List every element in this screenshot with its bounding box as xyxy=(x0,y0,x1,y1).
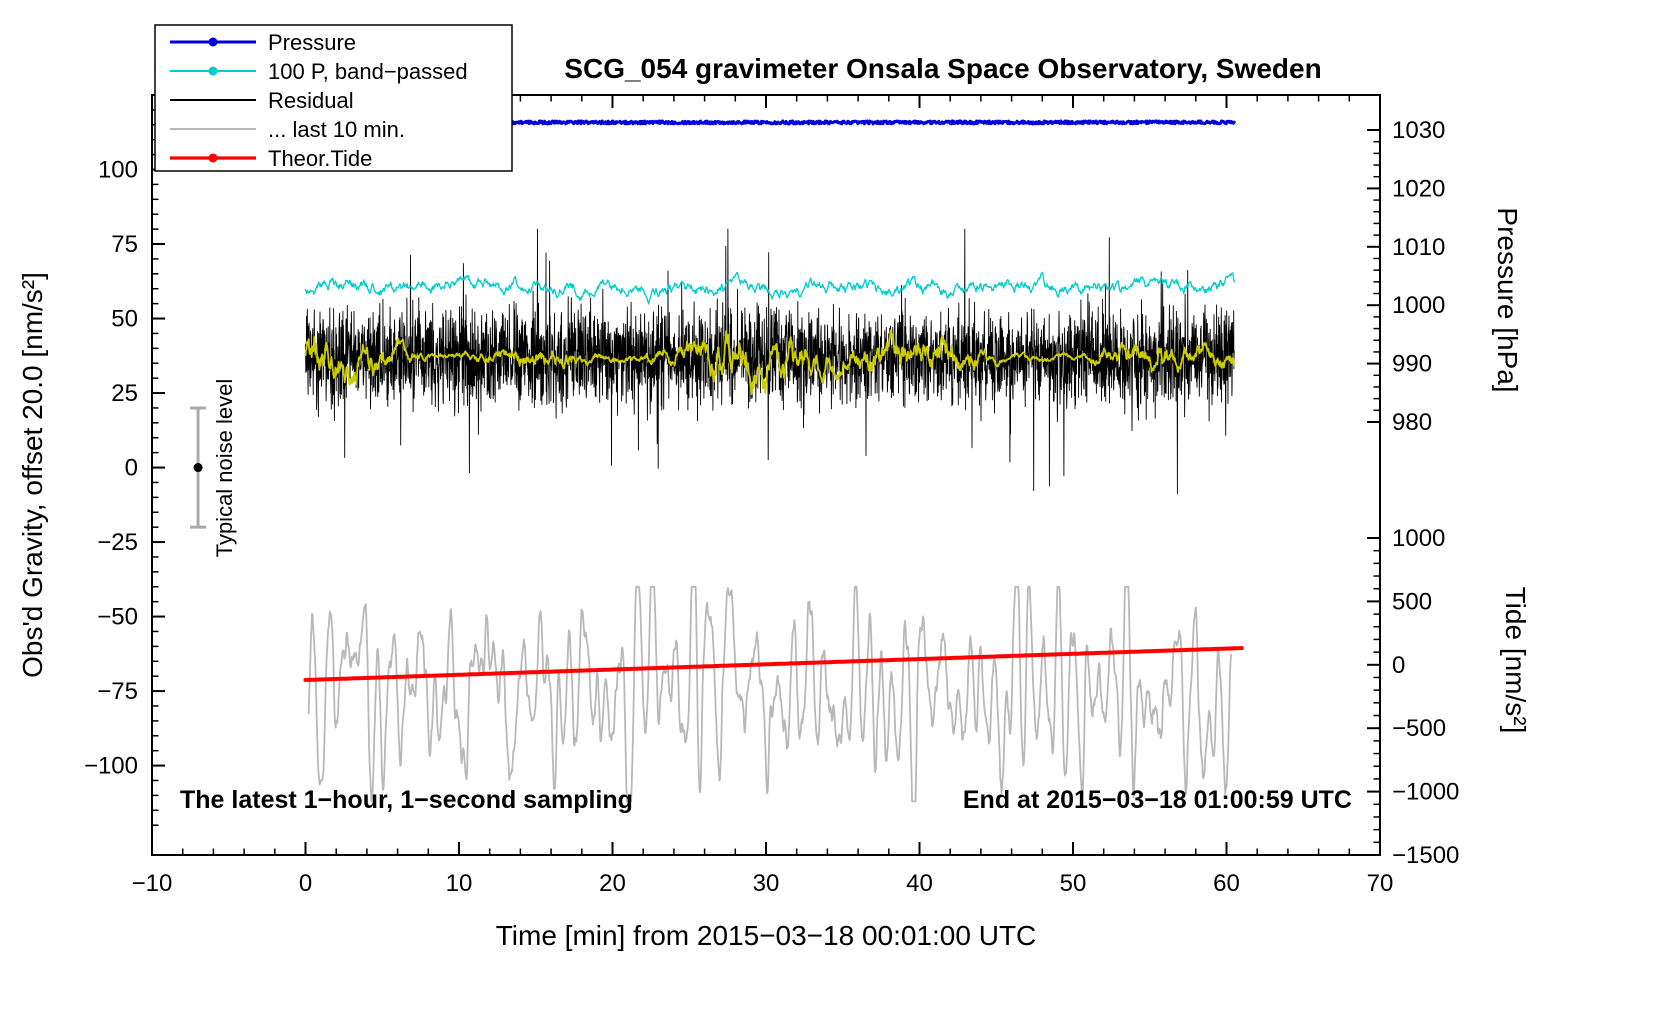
legend-marker-dot xyxy=(208,37,218,47)
legend-item-residual: Residual xyxy=(170,88,354,113)
tick-label: 990 xyxy=(1392,351,1432,378)
series-residual_smooth xyxy=(304,329,1236,395)
tick-label: 20 xyxy=(599,870,626,897)
series-band_passed xyxy=(304,271,1235,305)
noise-indicator xyxy=(190,406,207,529)
tick-label: 980 xyxy=(1392,409,1432,436)
tick-label: 1000 xyxy=(1392,525,1445,552)
tick-label: 1000 xyxy=(1392,292,1445,319)
noise-dot xyxy=(193,463,203,473)
legend-label: Residual xyxy=(268,88,354,113)
chart-title: SCG_054 gravimeter Onsala Space Observat… xyxy=(564,53,1321,84)
tick-label: −50 xyxy=(97,604,138,631)
legend-marker-dot xyxy=(208,66,218,76)
axes-layer: −10 0 10 20 30 40 50 60 701007550250−25−50−75−10… xyxy=(84,94,1459,897)
legend-item-tide: Theor.Tide xyxy=(170,146,372,171)
legend: Pressure 100 P, band−passed Residual ... la… xyxy=(154,24,513,172)
tick-label: 0 xyxy=(1392,652,1405,679)
tick-label: 30 xyxy=(753,870,780,897)
legend-label: 100 P, band−passed xyxy=(268,59,468,84)
end-time-annotation: End at 2015−03−18 01:00:59 UTC xyxy=(963,786,1352,814)
tick-label: 10 xyxy=(446,870,473,897)
tick-label: 75 xyxy=(111,231,138,258)
tide-axis-label: Tide [nm/s²] xyxy=(1500,587,1531,734)
legend-item-last10: ... last 10 min. xyxy=(170,117,405,142)
tick-label: 100 xyxy=(98,157,138,184)
tick-label: 50 xyxy=(1060,870,1087,897)
legend-item-band_passed: 100 P, band−passed xyxy=(170,59,468,84)
tick-label: −1000 xyxy=(1392,779,1459,806)
legend-label: Theor.Tide xyxy=(268,146,372,171)
series-last10 xyxy=(307,585,1232,803)
tick-label: 40 xyxy=(906,870,933,897)
noise-level-label: Typical noise level xyxy=(212,379,237,558)
tick-label: 70 xyxy=(1367,870,1394,897)
tick-label: −500 xyxy=(1392,715,1446,742)
tick-label: 1030 xyxy=(1392,117,1445,144)
tick-label: −25 xyxy=(97,529,138,556)
tick-label: −1500 xyxy=(1392,842,1459,869)
legend-label: Pressure xyxy=(268,30,356,55)
tick-label: 60 xyxy=(1213,870,1240,897)
tick-label: 1010 xyxy=(1392,234,1445,261)
tick-label: 0 xyxy=(125,455,138,482)
legend-label: ... last 10 min. xyxy=(268,117,405,142)
tick-label: 25 xyxy=(111,380,138,407)
y-left-axis-label: Obs'd Gravity, offset 20.0 [nm/s²] xyxy=(17,272,48,678)
legend-box xyxy=(154,24,513,172)
series-layer xyxy=(303,119,1244,803)
tick-label: 500 xyxy=(1392,588,1432,615)
sampling-annotation: The latest 1−hour, 1−second sampling xyxy=(180,786,633,814)
tick-label: 0 xyxy=(299,870,312,897)
tick-label: 50 xyxy=(111,306,138,333)
tick-label: −75 xyxy=(97,678,138,705)
legend-item-pressure: Pressure xyxy=(170,30,356,55)
tick-label: −10 xyxy=(132,870,173,897)
series-tide xyxy=(303,646,1244,682)
pressure-axis-label: Pressure [hPa] xyxy=(1492,207,1523,392)
tick-label: −100 xyxy=(84,753,138,780)
tick-label: 1020 xyxy=(1392,175,1445,202)
legend-marker-dot xyxy=(208,153,218,163)
x-axis-label: Time [min] from 2015−03−18 00:01:00 UTC xyxy=(496,920,1037,951)
